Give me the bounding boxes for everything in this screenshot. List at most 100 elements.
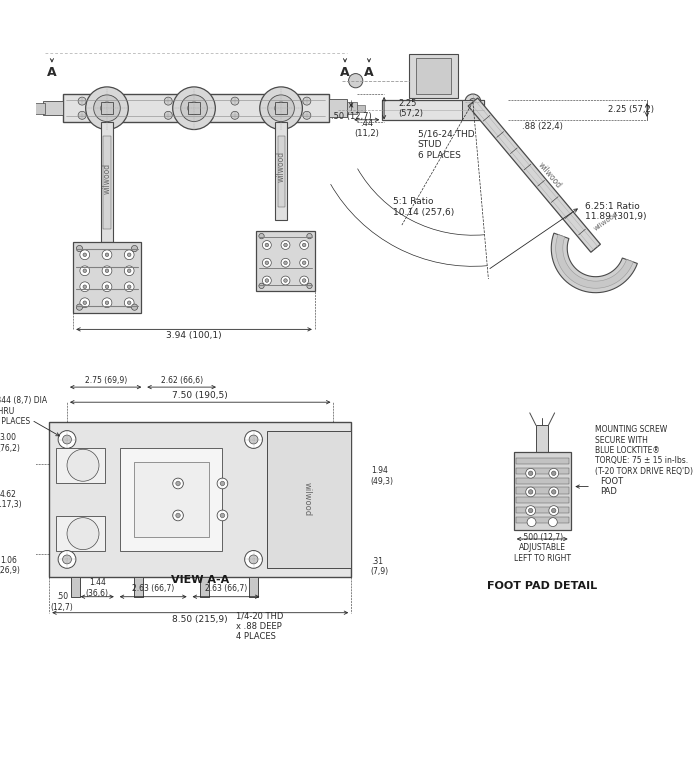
- Bar: [382, 100, 484, 120]
- Circle shape: [245, 550, 262, 568]
- Text: .31
(7,9): .31 (7,9): [371, 557, 389, 576]
- Circle shape: [83, 269, 87, 273]
- Text: A: A: [47, 66, 57, 79]
- Circle shape: [125, 266, 134, 276]
- Circle shape: [300, 241, 309, 249]
- Circle shape: [284, 261, 287, 264]
- Circle shape: [80, 282, 90, 292]
- Bar: [200, 577, 209, 597]
- Bar: [267, 431, 351, 568]
- Circle shape: [284, 243, 287, 247]
- Text: .50 (12,7): .50 (12,7): [331, 112, 372, 121]
- Text: 2.63 (66,7): 2.63 (66,7): [132, 584, 174, 594]
- Circle shape: [94, 95, 120, 122]
- Circle shape: [125, 250, 134, 260]
- Circle shape: [259, 283, 264, 289]
- Circle shape: [83, 301, 87, 305]
- Bar: [517, 507, 569, 513]
- Circle shape: [528, 508, 533, 513]
- Text: FOOT
PAD: FOOT PAD: [600, 477, 623, 496]
- Text: 1.94
(49,3): 1.94 (49,3): [371, 467, 394, 486]
- Circle shape: [249, 555, 258, 564]
- Bar: [256, 231, 315, 291]
- Text: VIEW A-A: VIEW A-A: [171, 575, 230, 585]
- Circle shape: [265, 279, 269, 282]
- Bar: [329, 100, 346, 117]
- Circle shape: [260, 87, 302, 129]
- Circle shape: [275, 102, 287, 115]
- Text: 6.25:1 Ratio
11.89 (301,9): 6.25:1 Ratio 11.89 (301,9): [584, 201, 646, 221]
- Bar: [104, 136, 111, 229]
- Bar: [517, 497, 569, 503]
- Text: 4.62
(117,3): 4.62 (117,3): [0, 489, 22, 509]
- Circle shape: [526, 505, 536, 515]
- Text: MOUNTING SCREW
SECURE WITH
BLUE LOCKTITE®
TORQUE: 75 ± 15 in-lbs.
(T-20 TORX DRI: MOUNTING SCREW SECURE WITH BLUE LOCKTITE…: [596, 426, 694, 476]
- Circle shape: [173, 87, 216, 129]
- Bar: [134, 462, 209, 537]
- Bar: [188, 102, 200, 115]
- Bar: [57, 516, 105, 552]
- Circle shape: [231, 111, 239, 119]
- Circle shape: [281, 276, 290, 285]
- Bar: [536, 426, 548, 452]
- Circle shape: [267, 95, 295, 122]
- Circle shape: [102, 298, 112, 308]
- Circle shape: [303, 111, 311, 119]
- Circle shape: [303, 97, 311, 105]
- Bar: [62, 94, 329, 122]
- Circle shape: [176, 481, 181, 486]
- Circle shape: [83, 253, 87, 257]
- Circle shape: [102, 250, 112, 260]
- Circle shape: [549, 487, 559, 497]
- Bar: [43, 101, 62, 116]
- Text: 7.50 (190,5): 7.50 (190,5): [172, 391, 228, 401]
- Circle shape: [548, 518, 557, 527]
- Text: A: A: [340, 66, 350, 79]
- Circle shape: [231, 97, 239, 105]
- Circle shape: [78, 111, 86, 119]
- Bar: [277, 136, 285, 207]
- Circle shape: [58, 550, 76, 568]
- Polygon shape: [556, 235, 634, 288]
- Circle shape: [76, 304, 83, 310]
- Circle shape: [300, 258, 309, 268]
- Circle shape: [132, 304, 138, 310]
- Circle shape: [552, 471, 556, 476]
- Circle shape: [181, 95, 207, 122]
- Circle shape: [132, 245, 138, 252]
- Bar: [101, 102, 113, 115]
- Circle shape: [125, 282, 134, 292]
- Bar: [34, 103, 45, 113]
- Text: wilwood: wilwood: [536, 160, 563, 190]
- Text: 2.63 (66,7): 2.63 (66,7): [205, 584, 247, 594]
- Circle shape: [58, 431, 76, 448]
- Text: 2.75 (69,9): 2.75 (69,9): [85, 376, 127, 385]
- Circle shape: [164, 97, 172, 105]
- Text: 1/4-20 THD
x .88 DEEP
4 PLACES: 1/4-20 THD x .88 DEEP 4 PLACES: [236, 611, 283, 641]
- Circle shape: [62, 435, 71, 444]
- Bar: [346, 102, 358, 115]
- Circle shape: [262, 258, 272, 268]
- Circle shape: [527, 518, 536, 527]
- Circle shape: [265, 261, 269, 264]
- Circle shape: [302, 243, 306, 247]
- Circle shape: [173, 510, 183, 521]
- Circle shape: [105, 253, 108, 257]
- Text: 1.44
(36,6): 1.44 (36,6): [85, 578, 108, 597]
- Bar: [101, 122, 113, 242]
- Text: .44
(11,2): .44 (11,2): [354, 119, 379, 138]
- Circle shape: [526, 487, 536, 497]
- Bar: [275, 122, 287, 220]
- Circle shape: [307, 283, 312, 289]
- Bar: [249, 577, 258, 597]
- Text: wilwood: wilwood: [276, 151, 286, 182]
- Polygon shape: [468, 98, 601, 252]
- Bar: [49, 422, 351, 577]
- Circle shape: [262, 276, 272, 285]
- Text: .88 (22,4): .88 (22,4): [522, 122, 563, 131]
- Circle shape: [552, 489, 556, 494]
- Circle shape: [245, 431, 262, 448]
- Circle shape: [125, 298, 134, 308]
- Text: A: A: [364, 66, 374, 79]
- Circle shape: [67, 449, 99, 481]
